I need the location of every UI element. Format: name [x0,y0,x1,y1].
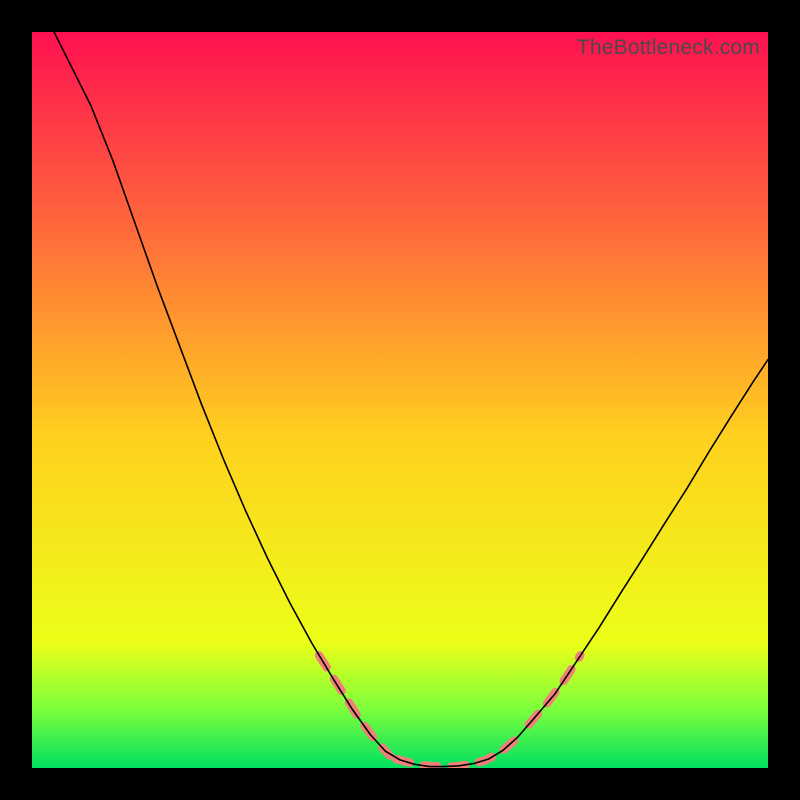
bottleneck-curve-svg [32,32,768,768]
highlight-segment-0 [319,655,390,755]
highlight-segment-2 [529,655,581,724]
watermark-label: TheBottleneck.com [577,36,760,60]
chart-frame: TheBottleneck.com [0,0,800,800]
plot-area: TheBottleneck.com [32,32,768,768]
main-curve [54,32,768,767]
